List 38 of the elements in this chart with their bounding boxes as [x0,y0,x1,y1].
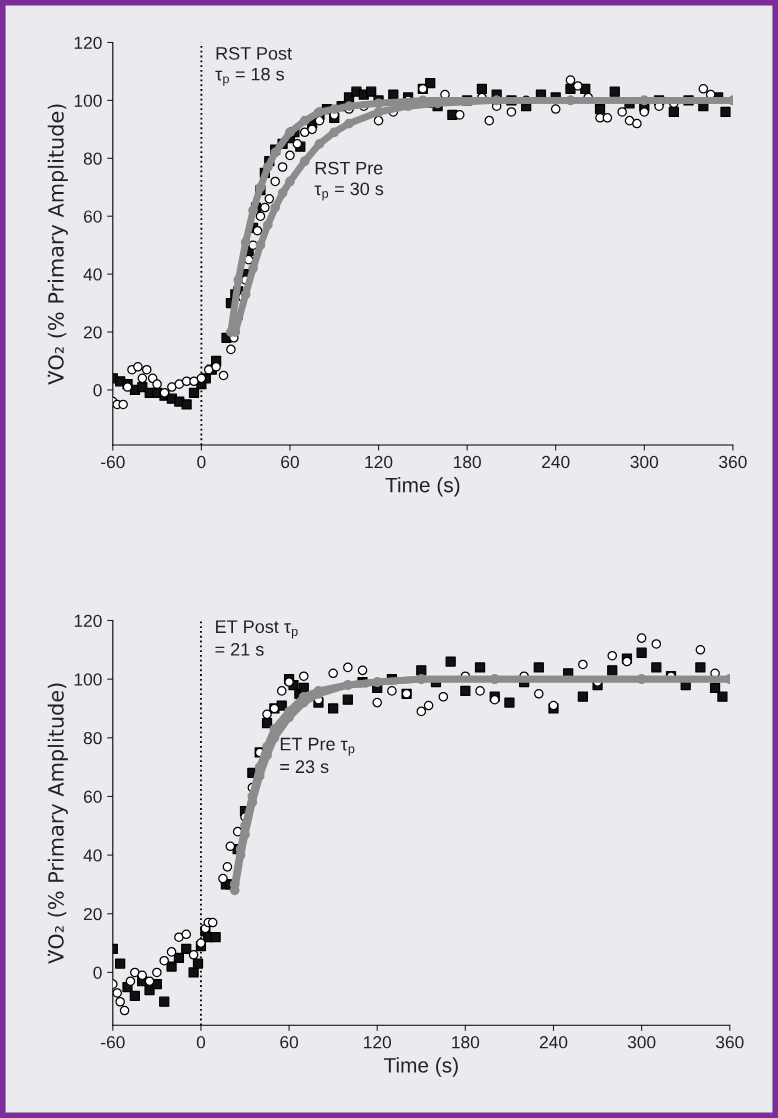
text: ET Pre τ$_{p}$ = 23 s [280,737,355,774]
x-tick-label: 180 [453,455,481,469]
y-tick-label: 40 [83,268,102,281]
x-tick-label: 60 [280,1036,299,1049]
x-tick-label: 0 [196,1036,206,1049]
annotation: RST Post τ$_{p}$ = 18 s [215,46,292,86]
y-tick-label: 20 [83,907,102,921]
x-tick-label: 0 [197,455,206,469]
y-tick-label: 100 [74,673,102,686]
x-tick-label: 240 [539,1036,568,1049]
text: ET Post τ$_{p}$ = 21 s [215,620,298,656]
y-tick-label: 40 [83,849,102,862]
x-tick-label: 300 [630,455,659,469]
x-tick-label: -60 [101,1036,125,1049]
y-tick-label: 80 [83,152,102,165]
x-tick-label: 300 [627,1036,656,1049]
x-axis-title: Time (s) [385,477,460,497]
y-axis-title: V̇O₂ (% Primary Amplitude) [47,104,68,385]
x-tick-label: 120 [364,1036,392,1049]
x-tick-label: 180 [452,1036,480,1049]
x-tick-label: 360 [715,1036,744,1049]
y-tick-label: 0 [93,966,102,979]
x-tick-label: 240 [542,455,570,469]
y-tick-label: 60 [83,210,102,223]
y-tick-label: 120 [74,36,102,49]
y-tick-label: 20 [83,326,102,339]
x-tick-label: -60 [101,455,125,469]
y-tick-label: 120 [74,614,102,627]
y-axis-title: V̇O₂ (% Primary Amplitude) [47,683,68,964]
x-tick-label: 120 [365,455,393,469]
x-tick-label: 60 [281,455,299,469]
x-axis-title: Time (s) [383,1057,458,1077]
annotation: RST Pre τ$_{p}$ = 30 s [314,161,384,201]
y-tick-label: 80 [83,731,102,745]
y-tick-label: 100 [74,94,102,107]
x-tick-label: 360 [719,455,747,469]
y-tick-label: 0 [93,384,102,397]
y-tick-label: 60 [83,790,102,803]
